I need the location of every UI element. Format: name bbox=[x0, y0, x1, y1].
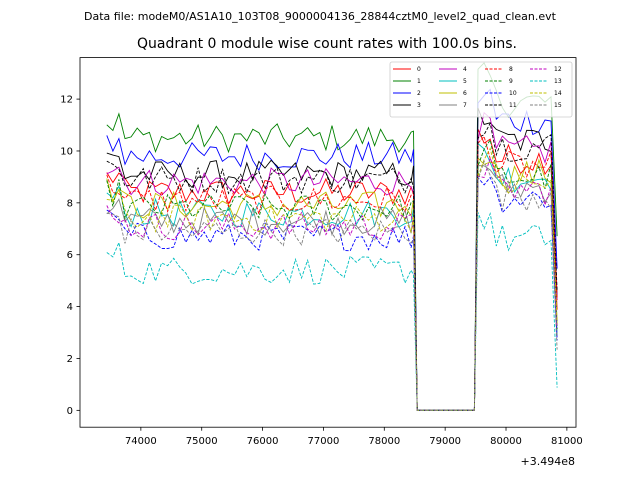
legend-label-2: 2 bbox=[417, 90, 421, 97]
legend-label-14: 14 bbox=[554, 90, 562, 97]
y-tick-label: 12 bbox=[60, 95, 73, 106]
legend-label-4: 4 bbox=[463, 66, 467, 73]
x-axis: 74000 75000 76000 77000 78000 79000 80000 81000 bbox=[125, 427, 583, 447]
x-tick-label: 76000 bbox=[247, 436, 279, 447]
series-line-9 bbox=[106, 138, 558, 411]
legend-label-15: 15 bbox=[554, 102, 562, 109]
y-tick-label: 8 bbox=[67, 198, 73, 209]
series-layer bbox=[106, 62, 558, 411]
y-tick-label: 10 bbox=[60, 146, 73, 157]
y-axis: 0 2 4 6 8 10 12 bbox=[60, 95, 80, 417]
series-line-15 bbox=[106, 160, 558, 411]
legend-label-3: 3 bbox=[417, 102, 421, 109]
legend-frame bbox=[389, 61, 573, 118]
x-tick-label: 81000 bbox=[551, 436, 583, 447]
legend-label-10: 10 bbox=[509, 90, 517, 97]
legend-label-8: 8 bbox=[509, 66, 513, 73]
y-tick-label: 4 bbox=[67, 302, 73, 313]
x-tick-label: 77000 bbox=[308, 436, 340, 447]
legend-label-12: 12 bbox=[554, 66, 562, 73]
chart-title: Quadrant 0 module wise count rates with … bbox=[137, 36, 517, 52]
legend-label-9: 9 bbox=[509, 78, 513, 85]
plot-area bbox=[80, 57, 576, 428]
series-line-12 bbox=[106, 156, 558, 411]
y-tick-label: 0 bbox=[67, 406, 73, 417]
x-tick-label: 79000 bbox=[429, 436, 461, 447]
y-tick-label: 2 bbox=[67, 354, 73, 365]
legend-label-7: 7 bbox=[463, 102, 467, 109]
x-tick-label: 80000 bbox=[490, 436, 522, 447]
legend-label-6: 6 bbox=[463, 90, 467, 97]
legend-label-13: 13 bbox=[554, 78, 562, 85]
x-tick-label: 78000 bbox=[368, 436, 400, 447]
y-tick-label: 6 bbox=[67, 250, 73, 261]
series-line-13 bbox=[106, 212, 558, 411]
series-line-10 bbox=[106, 176, 558, 411]
chart-suptitle: Data file: modeM0/AS1A10_103T08_90000041… bbox=[84, 10, 557, 23]
legend-label-5: 5 bbox=[463, 78, 467, 85]
legend-label-0: 0 bbox=[417, 66, 421, 73]
legend-label-11: 11 bbox=[509, 102, 517, 109]
x-tick-label: 74000 bbox=[125, 436, 157, 447]
series-line-8 bbox=[106, 135, 558, 411]
legend-label-1: 1 bbox=[417, 78, 421, 85]
series-line-14 bbox=[106, 147, 558, 411]
series-line-11 bbox=[106, 121, 558, 411]
x-tick-label: 75000 bbox=[186, 436, 218, 447]
series-line-7 bbox=[106, 165, 558, 411]
x-offset-label: +3.494e8 bbox=[521, 455, 575, 468]
axes-frame bbox=[79, 57, 577, 428]
